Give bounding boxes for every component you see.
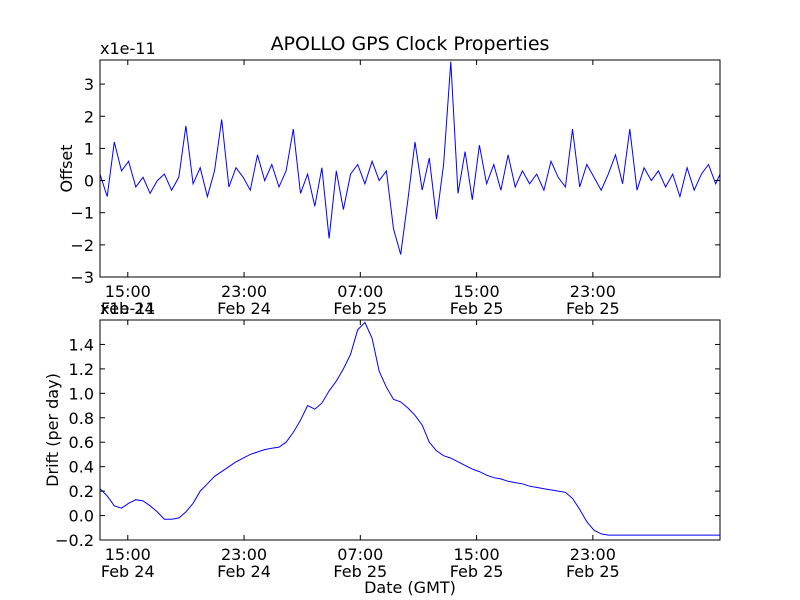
x-tick-label-date: Feb 24 <box>101 299 155 318</box>
x-tick-label-time: 23:00 <box>570 545 616 564</box>
y-tick-label: 0 <box>84 172 94 191</box>
x-tick-label-date: Feb 24 <box>217 562 271 581</box>
x-tick-label-time: 15:00 <box>454 282 500 301</box>
x-tick-label-date: Feb 24 <box>217 299 271 318</box>
plot-frame <box>99 319 721 541</box>
y-axis-label: Offset <box>57 144 76 192</box>
plot-frame <box>99 59 721 278</box>
x-tick-label-date: Feb 25 <box>566 299 620 318</box>
x-tick-label-time: 23:00 <box>221 282 267 301</box>
y-tick-label: 1.0 <box>69 384 94 403</box>
y-tick-label: 0.8 <box>69 409 94 428</box>
y-scale-label: x1e-11 <box>100 299 156 318</box>
x-tick-label-date: Feb 25 <box>450 299 504 318</box>
chart-title: APOLLO GPS Clock Properties <box>271 33 550 55</box>
series-line-drift <box>100 321 720 536</box>
y-tick-label: 0.2 <box>69 482 94 501</box>
x-tick-label-time: 23:00 <box>221 545 267 564</box>
y-tick-label: 3 <box>84 75 94 94</box>
y-tick-label: −0.2 <box>55 531 94 550</box>
x-axis-label: Date (GMT) <box>364 578 456 597</box>
y-scale-label: x1e-11 <box>100 39 156 58</box>
y-tick-label: 0.6 <box>69 433 94 452</box>
y-tick-label: 2 <box>84 107 94 126</box>
y-tick-label: 0.0 <box>69 507 94 526</box>
y-tick-label: 1 <box>84 139 94 158</box>
x-tick-label-date: Feb 25 <box>333 299 387 318</box>
y-tick-label: 1.4 <box>69 335 94 354</box>
x-tick-label-time: 23:00 <box>570 282 616 301</box>
x-tick-label-time: 15:00 <box>454 545 500 564</box>
x-tick-label-date: Feb 25 <box>333 562 387 581</box>
y-tick-label: −2 <box>70 236 94 255</box>
y-tick-label: −1 <box>70 204 94 223</box>
x-tick-label-time: 07:00 <box>337 545 383 564</box>
x-tick-label-date: Feb 25 <box>450 562 504 581</box>
x-tick-label-date: Feb 25 <box>566 562 620 581</box>
y-tick-label: −3 <box>70 268 94 287</box>
x-tick-label-date: Feb 24 <box>101 562 155 581</box>
y-tick-label: 0.4 <box>69 458 94 477</box>
x-tick-label-time: 15:00 <box>105 545 151 564</box>
y-tick-label: 1.2 <box>69 360 94 379</box>
x-tick-label-time: 07:00 <box>337 282 383 301</box>
x-tick-label-time: 15:00 <box>105 282 151 301</box>
y-axis-label: Drift (per day) <box>43 373 62 487</box>
series-line-offset <box>100 61 720 255</box>
